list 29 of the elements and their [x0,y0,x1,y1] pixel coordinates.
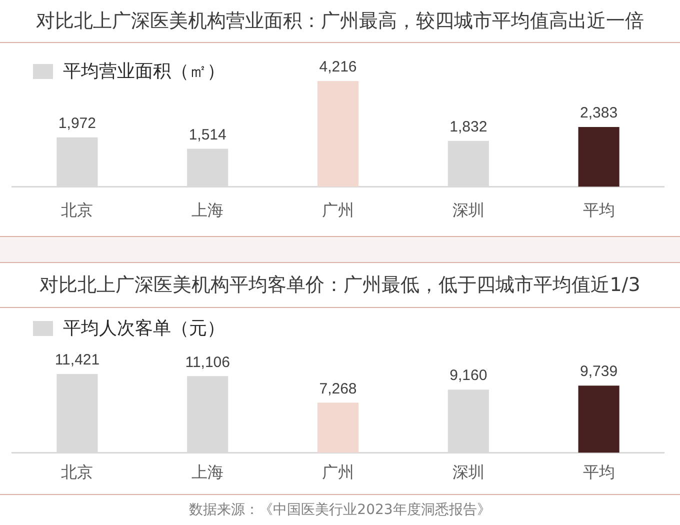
data-label: 4,216 [319,58,357,76]
legend-label: 平均人次客单（元） [63,317,225,340]
x-tick-label: 上海 [192,200,224,220]
data-label: 1,972 [58,114,96,132]
data-label: 2,383 [580,104,618,122]
bar [317,81,359,187]
x-tick-label: 深圳 [452,462,484,482]
data-label: 11,421 [54,352,100,369]
x-tick-label: 深圳 [452,200,484,220]
data-label: 1,832 [450,118,488,136]
x-tick-label: 北京 [61,462,94,482]
x-tick-label: 广州 [322,200,354,220]
data-label: 11,106 [185,354,230,371]
bar [578,386,620,453]
data-label: 7,268 [319,380,357,398]
x-tick-label: 上海 [192,462,224,482]
data-label: 9,160 [450,367,488,384]
data-label: 9,739 [580,363,618,380]
data-label: 1,514 [188,126,226,144]
source-note: 数据来源：《中国医美行业2023年度洞悉报告》 [0,494,680,519]
bar [317,402,359,453]
x-tick-label: 平均 [582,200,615,220]
chart-title: 对比北上广深医美机构营业面积：广州最高，较四城市平均值高出近一倍 [0,0,680,43]
x-tick-label: 广州 [322,462,354,482]
chart-title: 对比北上广深医美机构平均客单价：广州最低，低于四城市平均值近1/3 [0,263,680,308]
bar [578,127,620,187]
x-tick-label: 北京 [61,200,94,220]
legend-label: 平均营业面积（㎡） [63,60,225,83]
x-tick-label: 平均 [582,462,615,482]
